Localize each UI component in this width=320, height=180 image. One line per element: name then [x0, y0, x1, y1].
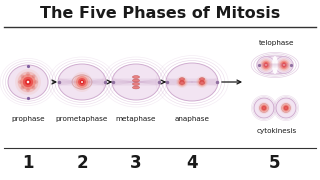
Text: 5: 5 — [269, 154, 281, 172]
Ellipse shape — [166, 63, 218, 101]
Circle shape — [264, 64, 268, 67]
Circle shape — [78, 78, 86, 86]
Ellipse shape — [275, 57, 293, 73]
Ellipse shape — [254, 98, 274, 118]
Circle shape — [18, 80, 22, 84]
Circle shape — [280, 61, 288, 69]
Ellipse shape — [132, 76, 140, 78]
Circle shape — [197, 77, 207, 87]
Circle shape — [277, 58, 291, 72]
Ellipse shape — [8, 65, 48, 99]
Circle shape — [27, 81, 29, 83]
Circle shape — [285, 107, 287, 109]
Text: 1: 1 — [22, 154, 34, 172]
Ellipse shape — [276, 98, 296, 118]
Ellipse shape — [180, 78, 185, 80]
Circle shape — [263, 62, 269, 68]
Text: metaphase: metaphase — [116, 116, 156, 122]
Ellipse shape — [257, 57, 275, 73]
Circle shape — [76, 76, 88, 88]
Circle shape — [262, 61, 270, 69]
Circle shape — [81, 81, 83, 83]
Circle shape — [201, 81, 203, 83]
Circle shape — [26, 88, 30, 92]
Circle shape — [25, 79, 31, 85]
Ellipse shape — [199, 82, 204, 84]
Circle shape — [32, 75, 36, 78]
Circle shape — [23, 77, 33, 87]
Circle shape — [180, 80, 184, 84]
Circle shape — [281, 103, 291, 113]
Circle shape — [281, 62, 287, 68]
Text: prometaphase: prometaphase — [56, 116, 108, 122]
Circle shape — [72, 72, 92, 92]
Circle shape — [201, 81, 203, 83]
Ellipse shape — [58, 64, 106, 100]
Circle shape — [196, 76, 208, 88]
Circle shape — [265, 64, 267, 66]
Circle shape — [263, 107, 265, 109]
Circle shape — [34, 80, 38, 84]
Circle shape — [26, 72, 30, 76]
Ellipse shape — [180, 82, 185, 84]
Ellipse shape — [132, 79, 140, 82]
Ellipse shape — [199, 78, 204, 80]
Circle shape — [278, 59, 290, 71]
Text: The Five Phases of Mitosis: The Five Phases of Mitosis — [40, 6, 280, 21]
Circle shape — [181, 81, 183, 83]
Circle shape — [263, 107, 265, 109]
Text: cytokinesis: cytokinesis — [257, 128, 297, 134]
Circle shape — [179, 78, 186, 86]
Circle shape — [20, 74, 36, 90]
Circle shape — [280, 102, 292, 114]
Circle shape — [260, 59, 272, 71]
Text: 2: 2 — [76, 154, 88, 172]
Circle shape — [262, 106, 266, 110]
Text: telophase: telophase — [259, 40, 295, 46]
Ellipse shape — [258, 56, 292, 74]
Circle shape — [20, 75, 24, 78]
Circle shape — [74, 74, 90, 90]
Circle shape — [198, 78, 206, 86]
Text: 3: 3 — [130, 154, 142, 172]
Circle shape — [177, 77, 187, 87]
Text: 4: 4 — [186, 154, 198, 172]
Circle shape — [258, 102, 270, 114]
Circle shape — [20, 86, 24, 89]
Ellipse shape — [272, 56, 278, 74]
Circle shape — [260, 104, 268, 112]
Ellipse shape — [112, 64, 160, 100]
Circle shape — [18, 72, 38, 92]
Circle shape — [176, 76, 188, 88]
Circle shape — [285, 107, 287, 109]
Text: prophase: prophase — [11, 116, 45, 122]
Circle shape — [200, 80, 204, 84]
Circle shape — [80, 80, 84, 84]
Circle shape — [284, 106, 288, 110]
Circle shape — [282, 104, 290, 112]
Circle shape — [283, 64, 285, 67]
Ellipse shape — [132, 83, 140, 85]
Circle shape — [15, 69, 41, 95]
Ellipse shape — [132, 86, 140, 89]
Circle shape — [283, 64, 285, 66]
Text: anaphase: anaphase — [174, 116, 210, 122]
Circle shape — [32, 86, 36, 89]
Circle shape — [181, 81, 183, 83]
Circle shape — [259, 103, 269, 113]
Circle shape — [259, 58, 273, 72]
